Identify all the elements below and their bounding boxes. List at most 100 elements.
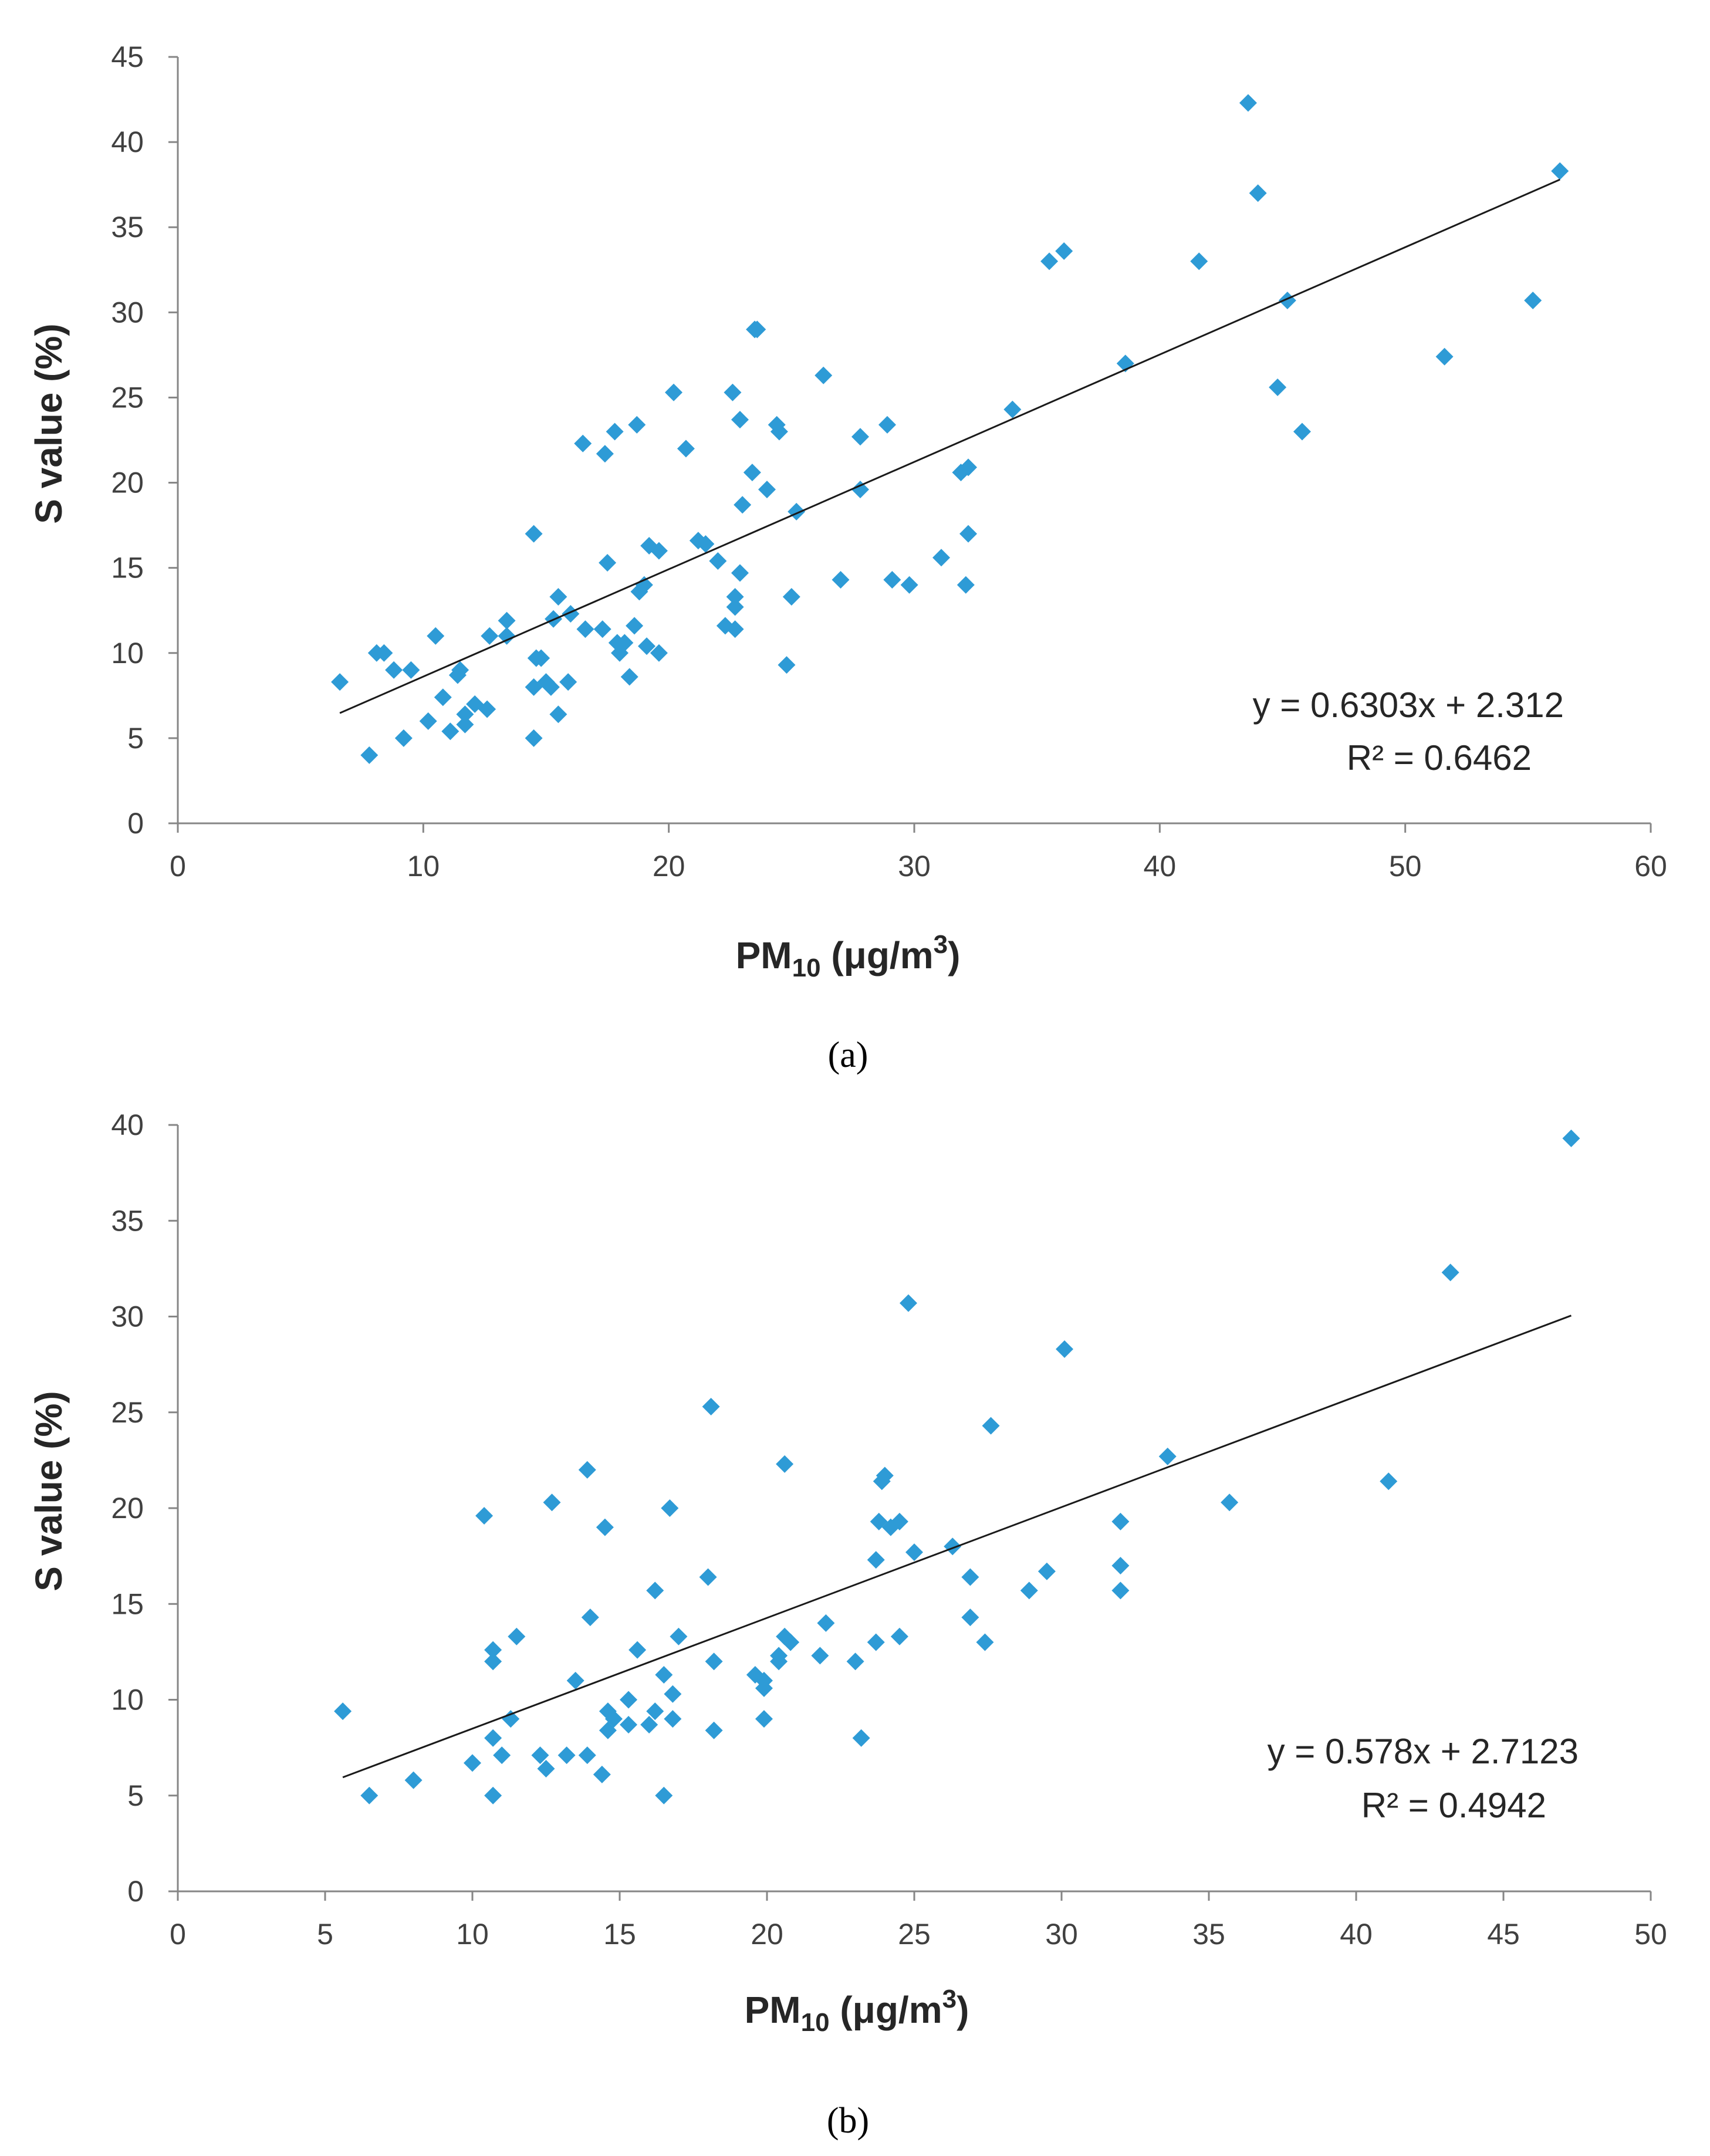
data-point xyxy=(620,1715,638,1733)
data-point xyxy=(878,415,896,434)
data-point xyxy=(493,1746,511,1765)
data-point xyxy=(664,1710,682,1728)
data-point xyxy=(1055,242,1073,260)
data-point xyxy=(646,1581,664,1600)
trendline xyxy=(339,178,1560,714)
data-point xyxy=(375,644,393,662)
data-point xyxy=(549,588,567,606)
data-point xyxy=(770,423,788,441)
data-point xyxy=(484,1729,502,1747)
y-ticks: 0 5 10 15 20 25 30 35 40 xyxy=(111,1109,178,1908)
data-point xyxy=(616,634,634,652)
data-point xyxy=(559,673,577,691)
data-point xyxy=(1111,1581,1130,1600)
y-axis-title: S value (%) xyxy=(28,1391,70,1591)
x-tick-label: 20 xyxy=(751,1918,783,1951)
data-point xyxy=(852,1729,870,1747)
x-axis-title-superscript: 3 xyxy=(942,1985,957,2013)
x-tick-label: 10 xyxy=(407,850,440,883)
y-tick-label: 20 xyxy=(111,1492,144,1525)
data-point xyxy=(566,1671,584,1689)
data-points xyxy=(334,1129,1580,1804)
data-point xyxy=(1524,292,1542,310)
data-point xyxy=(661,1499,679,1517)
data-point xyxy=(932,549,951,567)
data-point xyxy=(982,1417,1000,1435)
data-point xyxy=(1551,162,1569,180)
data-point xyxy=(581,1608,599,1627)
data-point xyxy=(867,1551,885,1569)
data-point xyxy=(748,320,766,339)
x-tick-label: 10 xyxy=(456,1918,489,1951)
data-point xyxy=(578,1746,596,1765)
data-point xyxy=(508,1627,526,1645)
data-point xyxy=(655,1786,673,1804)
data-point xyxy=(404,1771,423,1789)
data-point xyxy=(1441,1263,1459,1282)
data-point xyxy=(635,576,653,594)
data-point xyxy=(1158,1447,1177,1465)
data-point xyxy=(758,481,776,499)
data-point xyxy=(593,620,611,638)
x-tick-label: 30 xyxy=(898,850,931,883)
data-point xyxy=(1435,347,1454,366)
data-point xyxy=(599,553,617,572)
y-ticks: 0 5 10 15 20 25 30 35 40 45 xyxy=(111,40,178,840)
data-point xyxy=(782,1633,800,1651)
x-tick-label: 0 xyxy=(170,850,186,883)
data-point xyxy=(606,423,624,441)
y-tick-label: 25 xyxy=(111,381,144,414)
x-tick-label: 60 xyxy=(1634,850,1667,883)
data-point xyxy=(705,1653,723,1671)
data-point xyxy=(464,1754,481,1772)
data-point xyxy=(574,434,592,452)
data-point xyxy=(549,705,567,724)
y-tick-label: 25 xyxy=(111,1396,144,1429)
y-tick-label: 35 xyxy=(111,211,144,244)
data-point xyxy=(726,588,744,606)
data-point xyxy=(976,1633,994,1651)
x-tick-label: 40 xyxy=(1144,850,1177,883)
data-point xyxy=(638,637,656,655)
data-point xyxy=(782,588,800,606)
data-point xyxy=(475,1507,494,1525)
data-point xyxy=(478,700,496,718)
data-point xyxy=(664,1685,682,1703)
data-point xyxy=(726,620,744,638)
data-point xyxy=(626,617,644,635)
data-point xyxy=(498,627,516,645)
data-point xyxy=(604,1710,623,1728)
data-point xyxy=(1562,1129,1580,1147)
x-ticks: 0 10 20 30 40 50 60 xyxy=(170,823,1667,883)
data-point xyxy=(441,722,459,741)
data-point xyxy=(1293,423,1311,441)
x-axis-title-units: (μg/m xyxy=(821,934,934,976)
data-point xyxy=(755,1679,773,1697)
data-point xyxy=(811,1647,829,1665)
data-point xyxy=(655,1666,673,1684)
x-ticks: 0 5 10 15 20 25 30 35 40 45 50 xyxy=(170,1891,1667,1951)
data-point xyxy=(846,1653,864,1671)
data-point xyxy=(726,598,744,616)
data-point xyxy=(360,746,379,764)
data-point xyxy=(851,428,869,446)
data-point xyxy=(699,1568,717,1586)
data-point xyxy=(1111,1556,1130,1574)
x-tick-label: 0 xyxy=(170,1918,186,1951)
data-point xyxy=(543,1493,561,1512)
data-point xyxy=(876,1466,894,1485)
data-point xyxy=(620,1691,638,1709)
data-point xyxy=(890,1627,908,1645)
data-point xyxy=(419,712,437,730)
data-point xyxy=(646,1702,664,1721)
data-point xyxy=(959,525,978,543)
data-point xyxy=(899,1294,917,1312)
panel-label-b: (b) xyxy=(827,2101,869,2141)
data-point xyxy=(456,705,474,724)
data-point xyxy=(578,1461,596,1479)
data-point xyxy=(665,383,683,401)
data-point xyxy=(650,542,668,560)
x-tick-label: 40 xyxy=(1340,1918,1373,1951)
y-tick-label: 15 xyxy=(111,1587,144,1620)
